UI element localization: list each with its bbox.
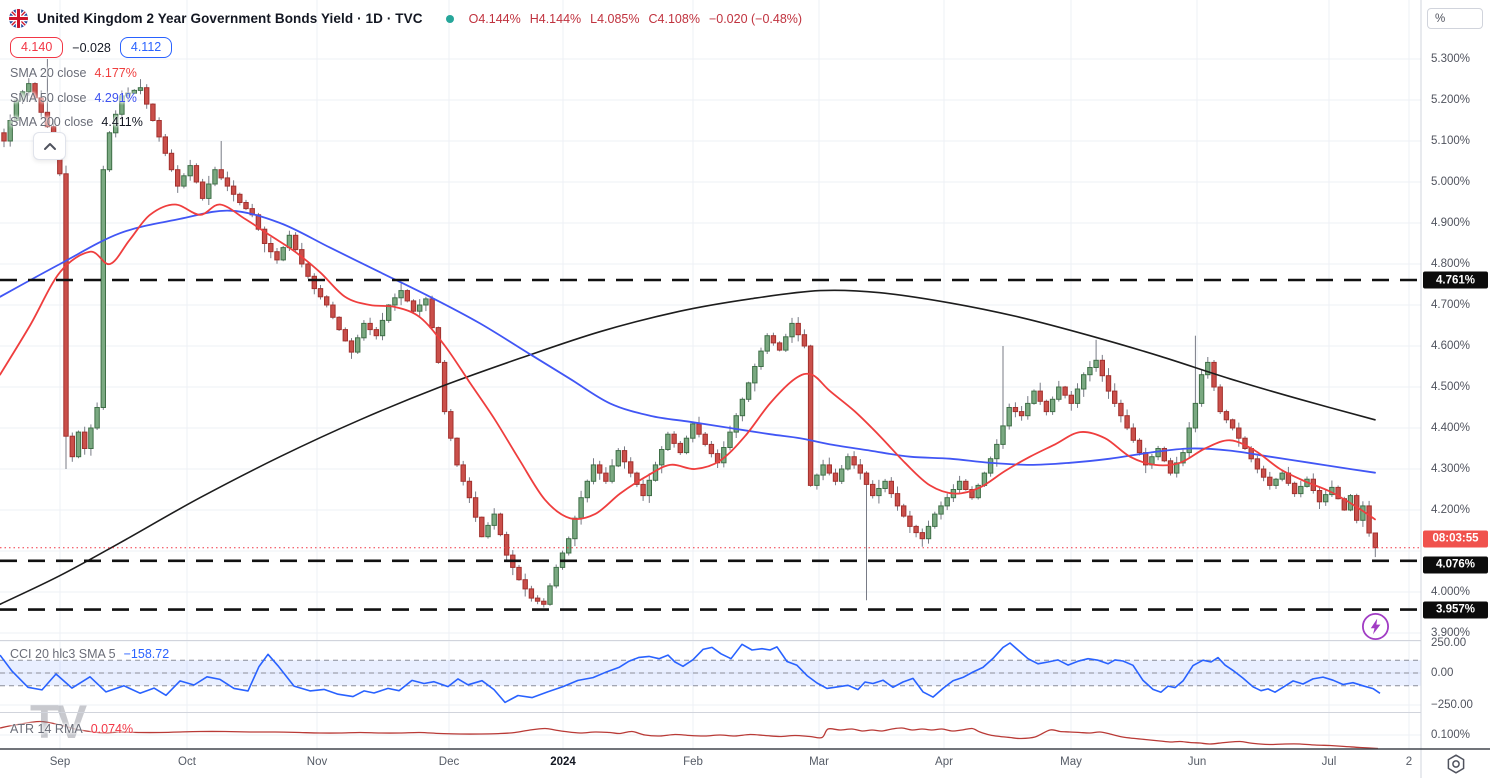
- symbol-title[interactable]: United Kingdom 2 Year Government Bonds Y…: [37, 11, 423, 26]
- legend-atr[interactable]: ATR 14 RMA 0.074%: [10, 722, 133, 736]
- legend-sma20[interactable]: SMA 20 close 4.177%: [10, 66, 137, 80]
- time-tick-label: Nov: [306, 756, 328, 768]
- lightning-icon: [1370, 618, 1381, 635]
- legend-sma200[interactable]: SMA 200 close 4.411%: [10, 115, 143, 129]
- atr-value: 0.074%: [90, 722, 134, 736]
- cci-band: [0, 659, 1421, 687]
- collapse-pane-button[interactable]: [33, 132, 66, 160]
- ask-price-pill[interactable]: 4.112: [119, 37, 173, 58]
- sma50-line: [0, 209, 1376, 474]
- cci-tick-label: 0.00: [1431, 667, 1454, 679]
- pane-separator-main-cci[interactable]: [0, 640, 1421, 641]
- chevron-up-icon: [43, 143, 56, 150]
- time-tick-label: Jun: [1187, 756, 1207, 768]
- quote-change: −0.028: [72, 40, 111, 55]
- level-price-badge: 4.076%: [1423, 556, 1488, 574]
- market-open-dot: [445, 14, 454, 23]
- price-tick-label: 5.200%: [1431, 94, 1471, 106]
- price-tick-label: 4.600%: [1431, 340, 1471, 352]
- time-tick-label: Sep: [49, 756, 71, 768]
- price-tick-label: 4.800%: [1431, 258, 1471, 270]
- price-tick-label: 5.100%: [1431, 135, 1471, 147]
- time-tick-label: Feb: [683, 756, 703, 768]
- time-tick-label: May: [1060, 756, 1082, 768]
- sma200-label: SMA 200 close: [10, 115, 94, 129]
- uk-flag-icon: [9, 9, 28, 28]
- cci-tick-label: −250.00: [1431, 699, 1473, 711]
- timezone-settings-button[interactable]: [1445, 753, 1467, 775]
- sma200-line: [0, 289, 1376, 606]
- atr-label: ATR 14 RMA: [10, 722, 83, 736]
- legend-cci[interactable]: CCI 20 hlc3 SMA 5 −158.72: [10, 647, 169, 661]
- sma200-value: 4.411%: [101, 115, 143, 129]
- sma20-label: SMA 20 close: [10, 66, 87, 80]
- price-tick-label: 4.400%: [1431, 422, 1471, 434]
- cci-value: −158.72: [123, 647, 170, 661]
- ohlc-low: L4.085%: [590, 11, 640, 26]
- price-tick-label: 4.500%: [1431, 381, 1471, 393]
- ohlc-change: −0.020 (−0.48%): [708, 11, 803, 26]
- legend-sma50[interactable]: SMA 50 close 4.291%: [10, 91, 137, 105]
- time-tick-label: Jul: [1321, 756, 1337, 768]
- price-tick-label: 4.200%: [1431, 504, 1471, 516]
- ohlc-close: C4.108%: [648, 11, 700, 26]
- cci-tick-label: 250.00: [1431, 637, 1467, 649]
- price-scale-unit-button[interactable]: %: [1427, 8, 1483, 29]
- ohlc-open: O4.144%: [468, 11, 521, 26]
- price-tick-label: 5.000%: [1431, 176, 1471, 188]
- ohlc-values: O4.144% H4.144% L4.085% C4.108% −0.020 (…: [469, 12, 802, 26]
- bid-price-pill[interactable]: 4.140: [10, 37, 64, 58]
- time-tick-label: 2: [1405, 756, 1413, 768]
- sma20-value: 4.177%: [94, 66, 137, 80]
- pane-separator-cci-atr[interactable]: [0, 712, 1421, 713]
- tradingview-watermark: TV: [30, 695, 87, 748]
- price-tick-label: 4.900%: [1431, 217, 1471, 229]
- atr-line: [0, 720, 1379, 750]
- time-tick-label: Apr: [935, 756, 953, 768]
- symbol-legend[interactable]: United Kingdom 2 Year Government Bonds Y…: [9, 9, 802, 28]
- lightning-bolt-button[interactable]: [1361, 612, 1390, 641]
- cci-label: CCI 20 hlc3 SMA 5: [10, 647, 116, 661]
- price-tick-label: 3.900%: [1431, 627, 1471, 639]
- time-tick-label: 2024: [550, 756, 576, 768]
- time-tick-label: Dec: [438, 756, 460, 768]
- price-tick-label: 4.300%: [1431, 463, 1471, 475]
- sma50-label: SMA 50 close: [10, 91, 87, 105]
- price-tick-label: 4.000%: [1431, 586, 1471, 598]
- level-price-badge: 3.957%: [1423, 601, 1488, 619]
- sma20-line: [0, 203, 1376, 521]
- sma50-value: 4.291%: [94, 91, 137, 105]
- price-tick-label: 4.700%: [1431, 299, 1471, 311]
- bar-countdown-badge: 08:03:55: [1423, 530, 1488, 548]
- time-tick-label: Mar: [809, 756, 829, 768]
- ohlc-high: H4.144%: [529, 11, 582, 26]
- cci-line: [0, 642, 1381, 704]
- atr-tick-label: 0.100%: [1431, 729, 1471, 741]
- time-tick-label: Oct: [178, 756, 196, 768]
- level-price-badge: 4.761%: [1423, 271, 1488, 289]
- price-tick-label: 5.300%: [1431, 53, 1471, 65]
- gear-icon: [1447, 754, 1465, 774]
- quote-row: 4.140 −0.028 4.112: [10, 37, 173, 58]
